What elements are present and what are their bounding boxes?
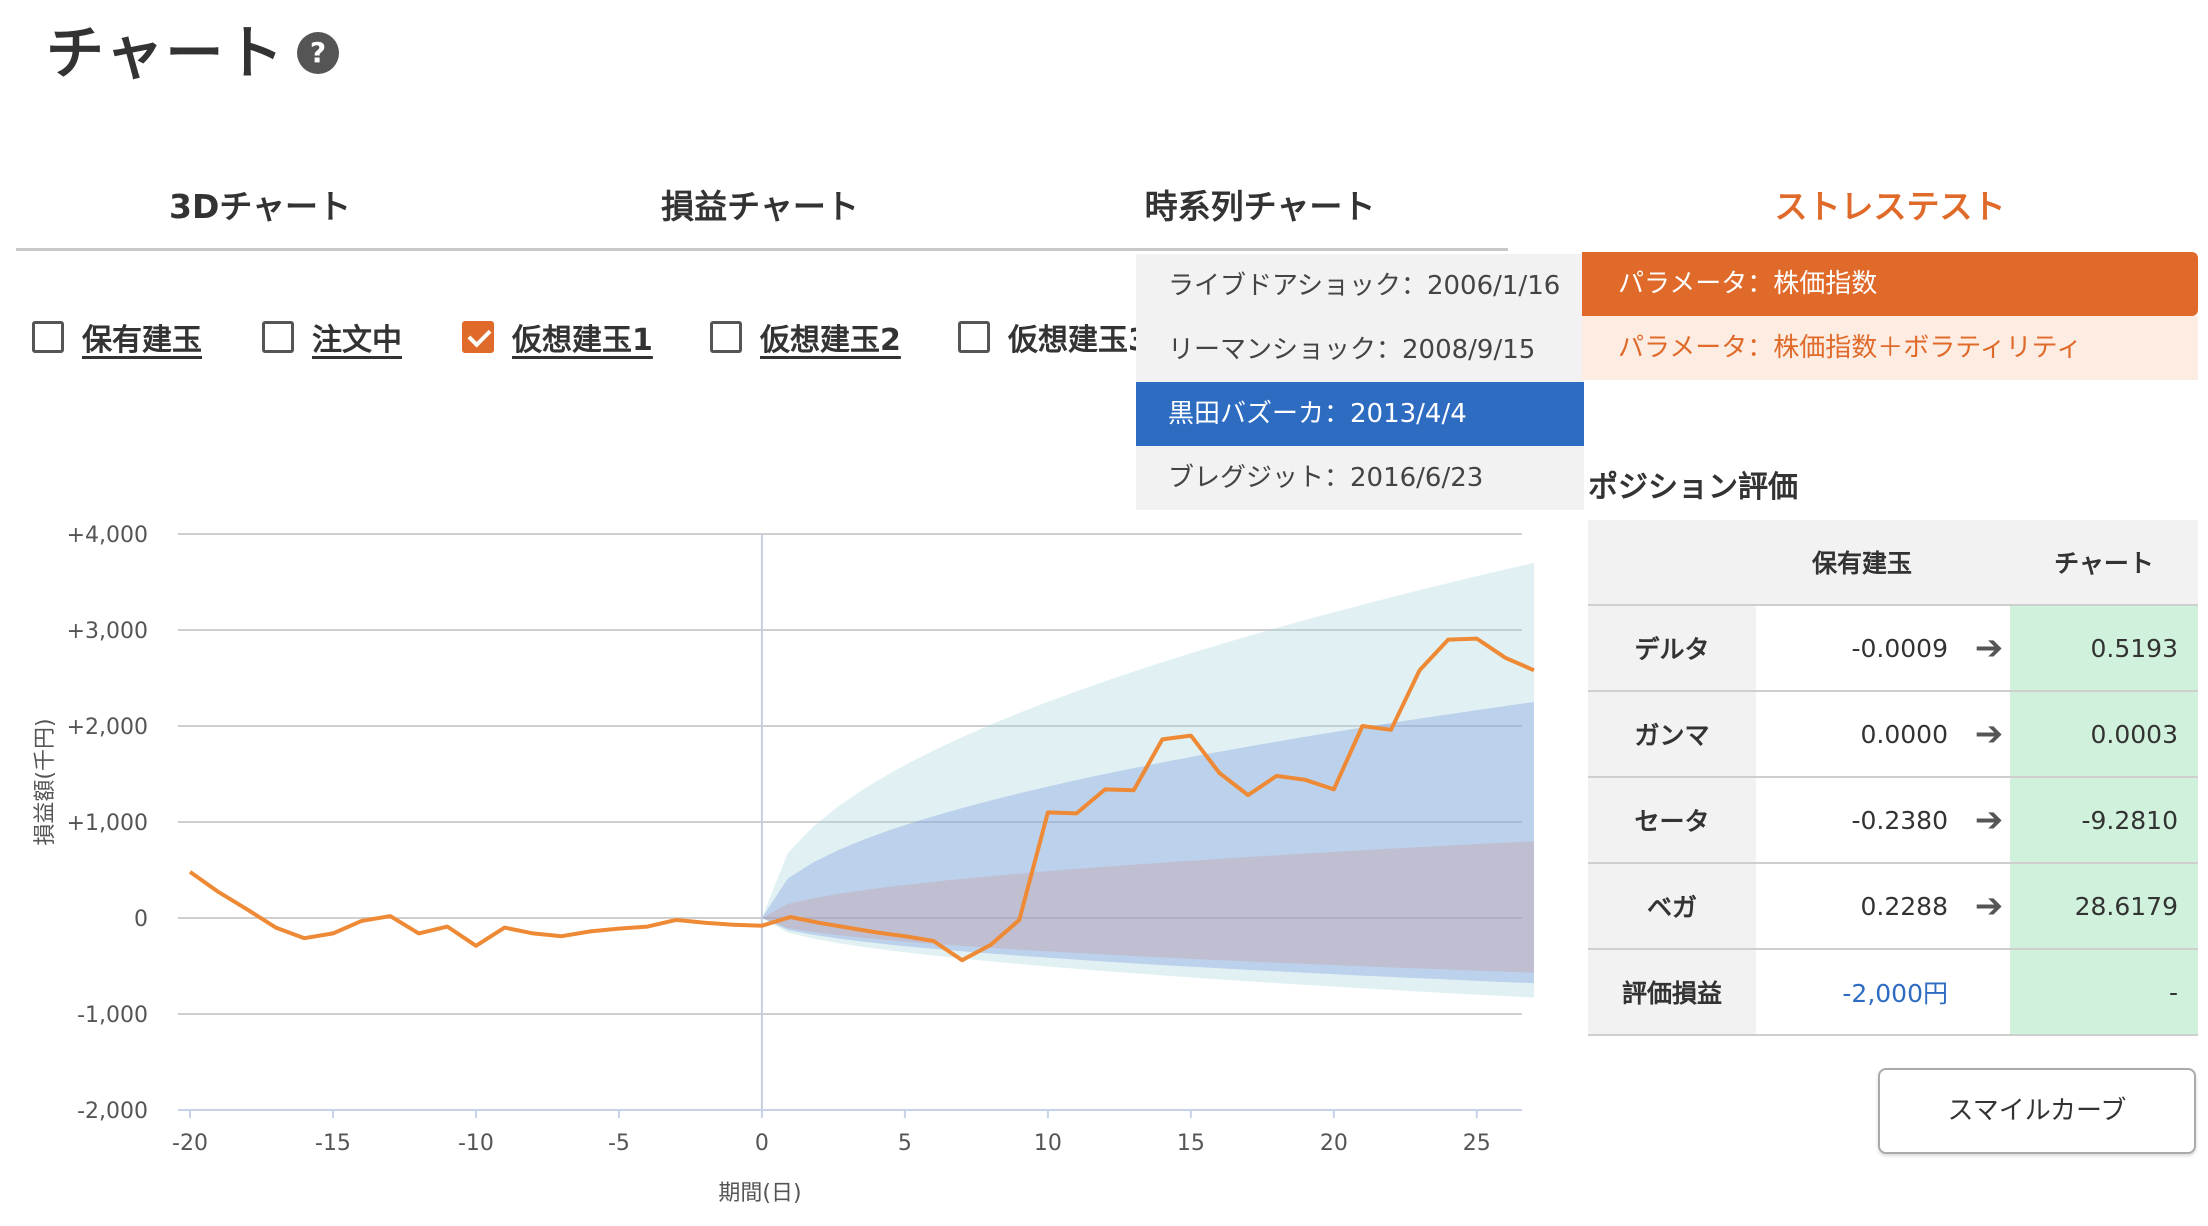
table-row: セータ -0.2380 ➔ -9.2810 [1588,777,2198,864]
scenario-item[interactable]: ライブドアショック：2006/1/16 [1168,271,1561,301]
x-tick-label: 0 [755,1131,769,1156]
y-tick-label: +1,000 [67,811,148,836]
table-cell-empty [1968,949,2010,1036]
row-held: 0.2288 [1756,863,1968,950]
position-section-title: ポジション評価 [1588,470,1798,505]
series-line [188,636,1535,963]
checkbox-label: 仮想建玉1 [512,323,653,358]
band-outer [761,562,1534,998]
checkbox-label: 注文中 [312,323,402,358]
table-row: ガンマ 0.0000 ➔ 0.0003 [1588,691,2198,778]
checkbox-pending-order[interactable]: 注文中 [262,318,402,358]
x-tick-label: 20 [1320,1131,1348,1156]
x-tick-label: -10 [458,1131,494,1156]
checkbox-box[interactable] [32,321,64,353]
parameter-option-index[interactable]: パラメータ：株価指数 [1582,252,2198,316]
position-table: 保有建玉 チャート デルタ -0.0009 ➔ 0.5193 ガンマ 0.000… [1588,520,2198,1036]
checkbox-label: 仮想建玉3 [1008,323,1148,356]
row-name: ベガ [1588,863,1756,950]
x-tick-label: 25 [1463,1131,1491,1156]
row-name: デルタ [1588,605,1756,692]
checkbox-label: 仮想建玉2 [760,323,901,358]
checkbox-box[interactable] [958,321,990,353]
y-tick-label: +2,000 [67,715,148,740]
checkbox-holding[interactable]: 保有建玉 [32,318,202,358]
table-header-cell [1968,520,2010,606]
table-header-holding: 保有建玉 [1756,520,1968,606]
table-row: 評価損益 -2,000円 - [1588,949,2198,1036]
checkbox-label: 保有建玉 [82,323,202,358]
row-name: ガンマ [1588,691,1756,778]
y-tick-label: -1,000 [77,1003,148,1028]
x-tick-label: 5 [898,1131,912,1156]
arrow-right-icon: ➔ [1968,777,2010,864]
checkbox-virtual-1[interactable]: 仮想建玉1 [462,318,653,358]
row-chart: - [2010,949,2198,1036]
stress-test-chart: +4,000 +3,000 +2,000 +1,000 0 -1,000 -2,000 -20… [33,523,1535,1206]
scenario-dropdown: ライブドアショック：2006/1/16 リーマンショック：2008/9/15 黒… [1136,254,1584,510]
row-chart: 0.0003 [2010,691,2198,778]
checkbox-box[interactable] [262,321,294,353]
checkbox-box-checked[interactable] [462,321,494,353]
scenario-item[interactable]: リーマンショック：2008/9/15 [1168,335,1536,365]
row-held: -2,000円 [1756,949,1968,1036]
tab-timeseries-chart[interactable]: 時系列チャート [1144,187,1376,226]
scenario-item-selected[interactable]: 黒田バズーカ：2013/4/4 [1136,382,1584,446]
y-tick-label: 0 [134,907,148,932]
x-tick-label: 15 [1177,1131,1205,1156]
table-row: デルタ -0.0009 ➔ 0.5193 [1588,605,2198,692]
tab-pnl-chart[interactable]: 損益チャート [661,187,859,226]
table-row: ベガ 0.2288 ➔ 28.6179 [1588,863,2198,950]
x-tick-label: -15 [315,1131,351,1156]
y-tick-label: +3,000 [67,619,148,644]
table-header-row: 保有建玉 チャート [1588,520,2198,606]
band-inner [761,841,1534,973]
tab-stress-test[interactable]: ストレステスト [1774,187,2006,226]
y-tick-label: -2,000 [77,1099,148,1124]
table-header-cell [1588,520,1756,606]
page-title: チャート [46,19,286,87]
tab-divider [16,248,1508,251]
x-axis-label: 期間(日) [718,1181,801,1206]
arrow-right-icon: ➔ [1968,863,2010,950]
row-held: -0.2380 [1756,777,1968,864]
arrow-right-icon: ➔ [1968,691,2010,778]
row-chart: 28.6179 [2010,863,2198,950]
table-header-chart: チャート [2010,520,2198,606]
checkbox-virtual-2[interactable]: 仮想建玉2 [710,318,901,358]
x-tick-label: 10 [1034,1131,1062,1156]
x-tick-label: -5 [608,1131,630,1156]
checkbox-virtual-3[interactable]: 仮想建玉3 [958,318,1148,356]
scenario-item[interactable]: ブレグジット：2016/6/23 [1168,463,1484,493]
parameter-option-index-vol[interactable]: パラメータ：株価指数＋ボラティリティ [1582,316,2198,380]
tab-3d-chart[interactable]: 3Dチャート [168,187,352,226]
row-chart: -9.2810 [2010,777,2198,864]
row-name: 評価損益 [1588,949,1756,1036]
smile-curve-button[interactable]: スマイルカーブ [1878,1068,2196,1154]
help-icon[interactable]: ? [297,32,339,74]
row-held: -0.0009 [1756,605,1968,692]
x-tick-label: -20 [172,1131,208,1156]
checkbox-box[interactable] [710,321,742,353]
row-chart: 0.5193 [2010,605,2198,692]
row-name: セータ [1588,777,1756,864]
arrow-right-icon: ➔ [1968,605,2010,692]
y-axis-label: 損益額(千円) [33,718,58,845]
y-tick-label: +4,000 [67,523,148,548]
row-held: 0.0000 [1756,691,1968,778]
